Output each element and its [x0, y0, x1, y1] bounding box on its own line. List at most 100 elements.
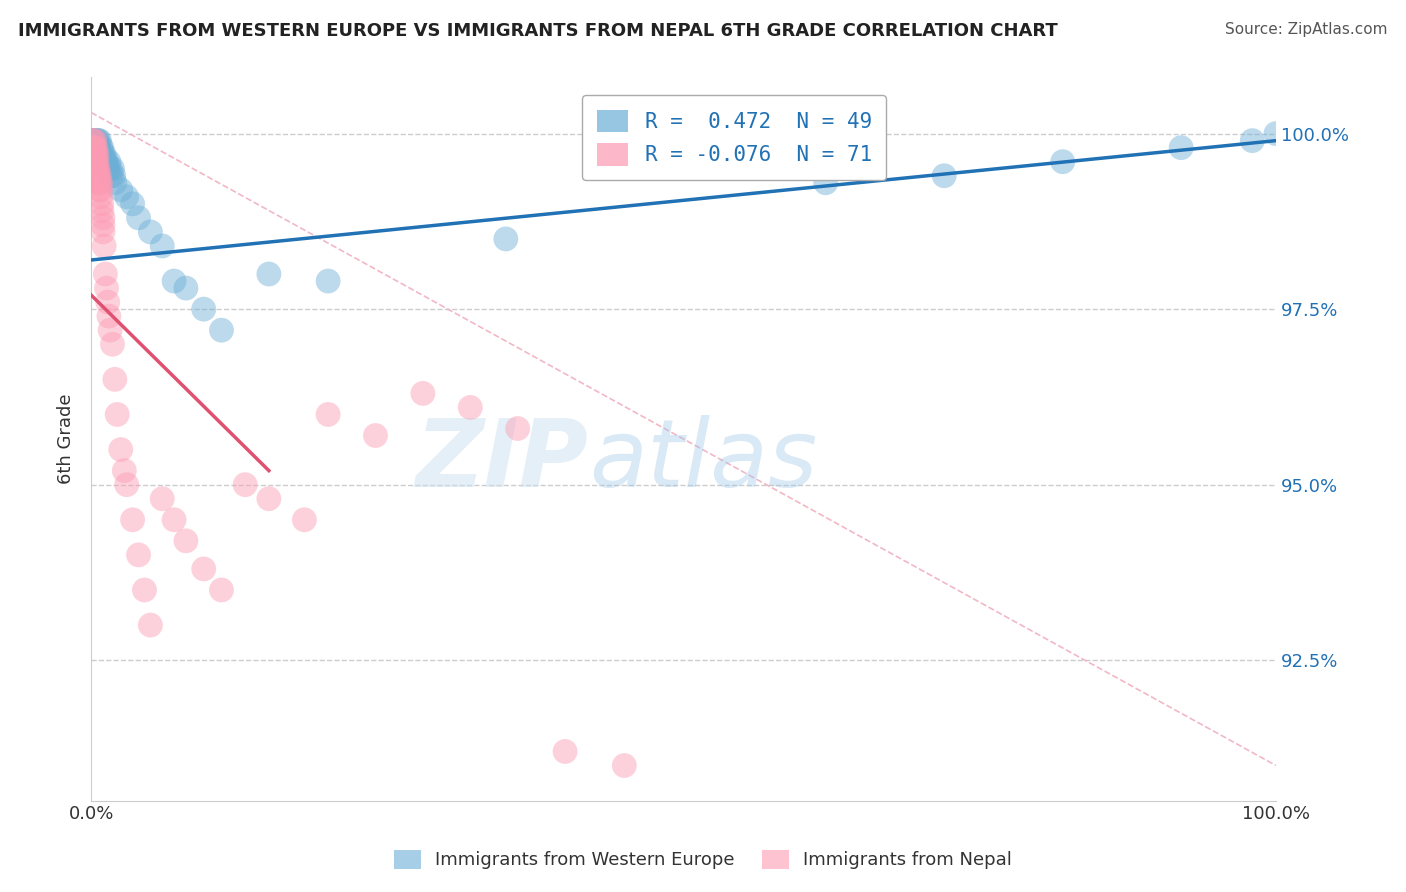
Point — [458, 401, 481, 415]
Point — [82, 154, 104, 169]
Point — [150, 491, 173, 506]
Point — [495, 232, 517, 246]
Point — [83, 147, 105, 161]
Point — [82, 147, 104, 161]
Point — [104, 372, 127, 386]
Point — [86, 141, 108, 155]
Point — [174, 533, 197, 548]
Point — [1241, 134, 1264, 148]
Point — [97, 154, 120, 169]
Point — [87, 161, 110, 176]
Point — [174, 281, 197, 295]
Point — [121, 513, 143, 527]
Point — [257, 491, 280, 506]
Y-axis label: 6th Grade: 6th Grade — [58, 393, 75, 484]
Point — [554, 744, 576, 758]
Point — [84, 134, 107, 148]
Point — [316, 274, 339, 288]
Point — [100, 169, 122, 183]
Legend: R =  0.472  N = 49, R = -0.076  N = 71: R = 0.472 N = 49, R = -0.076 N = 71 — [582, 95, 886, 180]
Point — [87, 134, 110, 148]
Text: Source: ZipAtlas.com: Source: ZipAtlas.com — [1225, 22, 1388, 37]
Point — [139, 225, 162, 239]
Point — [83, 141, 105, 155]
Point — [91, 147, 114, 161]
Point — [115, 190, 138, 204]
Point — [83, 154, 105, 169]
Point — [83, 134, 105, 148]
Point — [613, 758, 636, 772]
Point — [84, 154, 107, 169]
Point — [86, 147, 108, 161]
Point — [294, 513, 316, 527]
Point — [90, 203, 112, 218]
Point — [90, 196, 112, 211]
Point — [83, 141, 105, 155]
Point — [86, 161, 108, 176]
Point — [316, 408, 339, 422]
Point — [814, 176, 837, 190]
Point — [233, 477, 256, 491]
Legend: Immigrants from Western Europe, Immigrants from Nepal: Immigrants from Western Europe, Immigran… — [385, 841, 1021, 879]
Point — [83, 147, 105, 161]
Point — [90, 176, 112, 190]
Point — [104, 176, 127, 190]
Point — [96, 281, 118, 295]
Point — [412, 386, 434, 401]
Point — [86, 169, 108, 183]
Point — [83, 176, 105, 190]
Point — [506, 421, 529, 435]
Point — [84, 141, 107, 155]
Point — [82, 134, 104, 148]
Point — [93, 147, 115, 161]
Point — [101, 337, 124, 351]
Point — [83, 147, 105, 161]
Point — [94, 267, 117, 281]
Point — [91, 211, 114, 225]
Point — [84, 147, 107, 161]
Text: IMMIGRANTS FROM WESTERN EUROPE VS IMMIGRANTS FROM NEPAL 6TH GRADE CORRELATION CH: IMMIGRANTS FROM WESTERN EUROPE VS IMMIGR… — [18, 22, 1059, 40]
Point — [89, 134, 111, 148]
Point — [193, 562, 215, 576]
Point — [1052, 154, 1074, 169]
Point — [83, 161, 105, 176]
Point — [97, 161, 120, 176]
Point — [91, 218, 114, 232]
Point — [211, 323, 233, 337]
Point — [128, 548, 150, 562]
Point — [83, 141, 105, 155]
Point — [134, 582, 156, 597]
Point — [110, 442, 132, 457]
Point — [115, 477, 138, 491]
Point — [97, 309, 120, 323]
Point — [97, 295, 120, 310]
Point — [128, 211, 150, 225]
Point — [82, 134, 104, 148]
Point — [87, 176, 110, 190]
Point — [83, 169, 105, 183]
Point — [110, 183, 132, 197]
Point — [86, 134, 108, 148]
Point — [83, 169, 105, 183]
Point — [84, 161, 107, 176]
Point — [139, 618, 162, 632]
Point — [89, 183, 111, 197]
Point — [93, 239, 115, 253]
Point — [90, 141, 112, 155]
Point — [163, 274, 186, 288]
Point — [82, 141, 104, 155]
Point — [82, 141, 104, 155]
Point — [91, 225, 114, 239]
Point — [86, 154, 108, 169]
Point — [105, 408, 128, 422]
Point — [83, 134, 105, 148]
Point — [1265, 127, 1288, 141]
Point — [83, 134, 105, 148]
Point — [89, 169, 111, 183]
Point — [83, 161, 105, 176]
Point — [121, 196, 143, 211]
Point — [211, 582, 233, 597]
Point — [150, 239, 173, 253]
Point — [101, 161, 124, 176]
Point — [89, 176, 111, 190]
